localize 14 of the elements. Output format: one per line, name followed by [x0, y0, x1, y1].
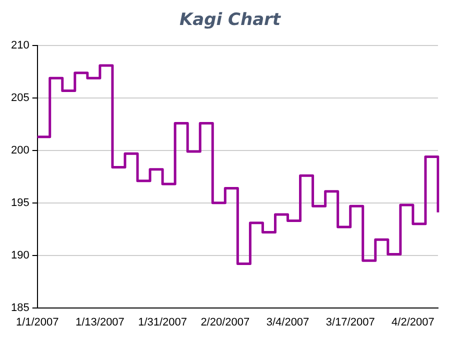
x-tick-label: 3/17/2007 [326, 316, 375, 328]
y-tick-label: 185 [10, 302, 30, 314]
x-tick-label: 3/4/2007 [266, 316, 310, 328]
x-tick-label: 1/31/2007 [138, 316, 188, 328]
y-tick-label: 210 [10, 40, 30, 52]
y-tick-label: 205 [10, 92, 30, 104]
y-tick-label: 190 [10, 249, 30, 262]
y-tick-label: 195 [10, 196, 30, 209]
x-tick-label: 2/20/2007 [200, 316, 250, 328]
x-tick-label: 1/1/2007 [16, 316, 59, 328]
x-tick-label: 4/2/2007 [392, 316, 434, 328]
x-tick-label: 1/13/2007 [75, 316, 124, 328]
y-tick-label: 200 [10, 144, 30, 157]
chart-title: Kagi Chart [178, 10, 282, 30]
